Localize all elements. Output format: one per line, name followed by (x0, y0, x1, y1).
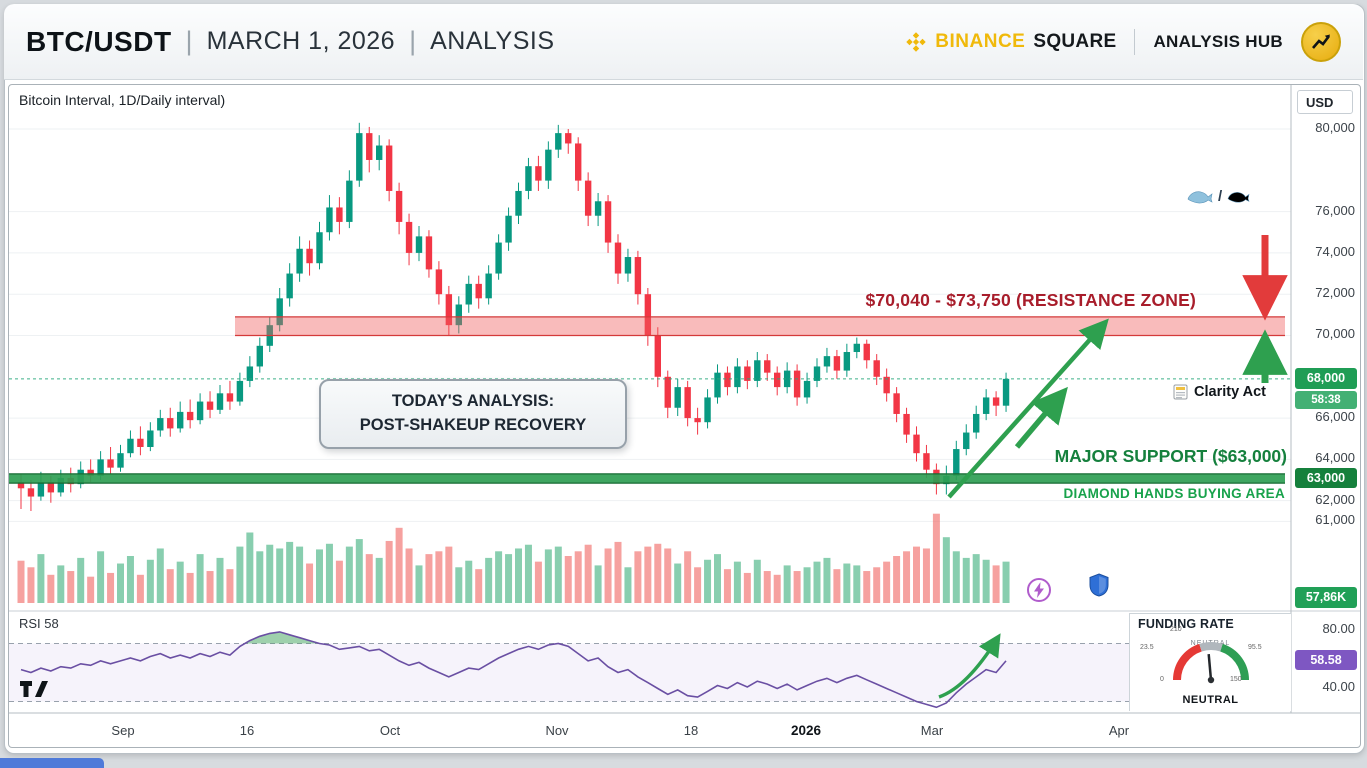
rsi-value-badge: 58.58 (1295, 650, 1357, 671)
funding-rate-title: FUNDING RATE (1138, 617, 1234, 631)
title-separator: | (185, 26, 193, 56)
funding-gauge-tick: 95.5 (1248, 644, 1262, 651)
time-tick-18: 18 (683, 723, 699, 738)
price-tick: 70,000 (1315, 326, 1355, 342)
tradingview-logo[interactable] (19, 679, 49, 704)
time-tick-2026: 2026 (790, 723, 822, 738)
brand-divider (1134, 28, 1136, 55)
rsi-indicator-label: RSI 58 (19, 616, 59, 631)
funding-rate-widget: FUNDING RATE NEUTRAL 23.5 210 95.5 0 150 NEU… (1129, 613, 1291, 711)
title-separator: | (409, 26, 417, 56)
buying-area-label: DIAMOND HANDS BUYING AREA (1063, 486, 1285, 501)
currency-tab[interactable]: USD (1297, 90, 1353, 114)
time-tick-nov: Nov (545, 723, 569, 738)
funding-status-bottom: NEUTRAL (1182, 694, 1239, 706)
interval-label: Bitcoin Interval, 1D/Daily interval) (19, 92, 226, 108)
price-tick: 72,000 (1315, 285, 1355, 301)
todays-analysis-callout: TODAY'S ANALYSIS: POST-SHAKEUP RECOVERY (319, 379, 627, 449)
clarity-act-annotation: Clarity Act (1173, 384, 1266, 400)
whale-divider: / (1218, 188, 1223, 205)
binance-wordmark: BINANCE (935, 30, 1026, 52)
support-price-badge: 63,000 (1295, 468, 1357, 489)
major-support-label: MAJOR SUPPORT ($63,000) (1054, 446, 1287, 466)
price-tick: 80,000 (1315, 120, 1355, 135)
analysis-hub-label: ANALYSIS HUB (1153, 31, 1283, 51)
shield-icon (1089, 573, 1109, 602)
time-axis[interactable]: Sep 16 Oct Nov 18 2026 Mar Apr (9, 715, 1291, 745)
header: BTC/USDT | MARCH 1, 2026 | ANALYSIS BINA… (4, 4, 1363, 80)
clarity-act-label: Clarity Act (1194, 384, 1266, 400)
funding-gauge (1173, 642, 1249, 684)
funding-gauge-tick: 210 (1170, 626, 1182, 633)
analysis-label: ANALYSIS (430, 27, 555, 55)
chart-frame[interactable]: Bitcoin Interval, 1D/Daily interval) USD… (8, 84, 1361, 748)
square-wordmark: SQUARE (1033, 30, 1117, 52)
lightning-gauge-icon (1026, 577, 1052, 608)
analysis-hub-icon (1301, 21, 1341, 62)
price-tick: 62,000 (1315, 491, 1355, 507)
rsi-tick: 40.00 (1322, 679, 1355, 694)
price-chart-canvas[interactable] (9, 85, 1360, 747)
price-tick: 61,000 (1315, 512, 1355, 528)
price-tick: 66,000 (1315, 409, 1355, 425)
analysis-callout-line1: TODAY'S ANALYSIS: (391, 392, 555, 410)
brand-area: BINANCE SQUARE ANALYSIS HUB (905, 21, 1341, 62)
price-tick: 64,000 (1315, 450, 1355, 466)
bottom-accent-bar (0, 758, 104, 768)
funding-gauge-tick: 150 (1230, 676, 1242, 683)
whale-icon (1227, 191, 1250, 203)
whales-annotation: / (1187, 188, 1250, 205)
price-tick: 76,000 (1315, 202, 1355, 218)
rsi-tick: 80.00 (1322, 621, 1355, 636)
date-label: MARCH 1, 2026 (206, 27, 396, 55)
funding-gauge-tick: 0 (1160, 676, 1164, 683)
time-tick-16: 16 (239, 723, 255, 738)
time-tick-apr: Apr (1108, 723, 1130, 738)
time-tick-mar: Mar (920, 723, 944, 738)
document-icon (1173, 384, 1188, 400)
time-tick-oct: Oct (379, 723, 401, 738)
page-title: BTC/USDT | MARCH 1, 2026 | ANALYSIS (26, 26, 555, 58)
gauge-needle (1207, 653, 1213, 681)
price-tick: 74,000 (1315, 243, 1355, 259)
resistance-zone-label: $70,040 - $73,750 (RESISTANCE ZONE) (865, 290, 1196, 310)
volume-badge: 57,86K (1295, 587, 1357, 608)
current-price-badge: 68,000 (1295, 367, 1357, 389)
chart-arrow-icon (1312, 34, 1331, 49)
candle-countdown-badge: 58:38 (1295, 390, 1357, 409)
funding-gauge-tick: 23.5 (1140, 644, 1154, 651)
analysis-callout-line2: POST-SHAKEUP RECOVERY (359, 415, 587, 434)
binance-logo-icon (906, 31, 926, 52)
whale-icon (1187, 190, 1213, 203)
time-tick-sep: Sep (111, 723, 135, 738)
symbol-label: BTC/USDT (26, 25, 172, 57)
